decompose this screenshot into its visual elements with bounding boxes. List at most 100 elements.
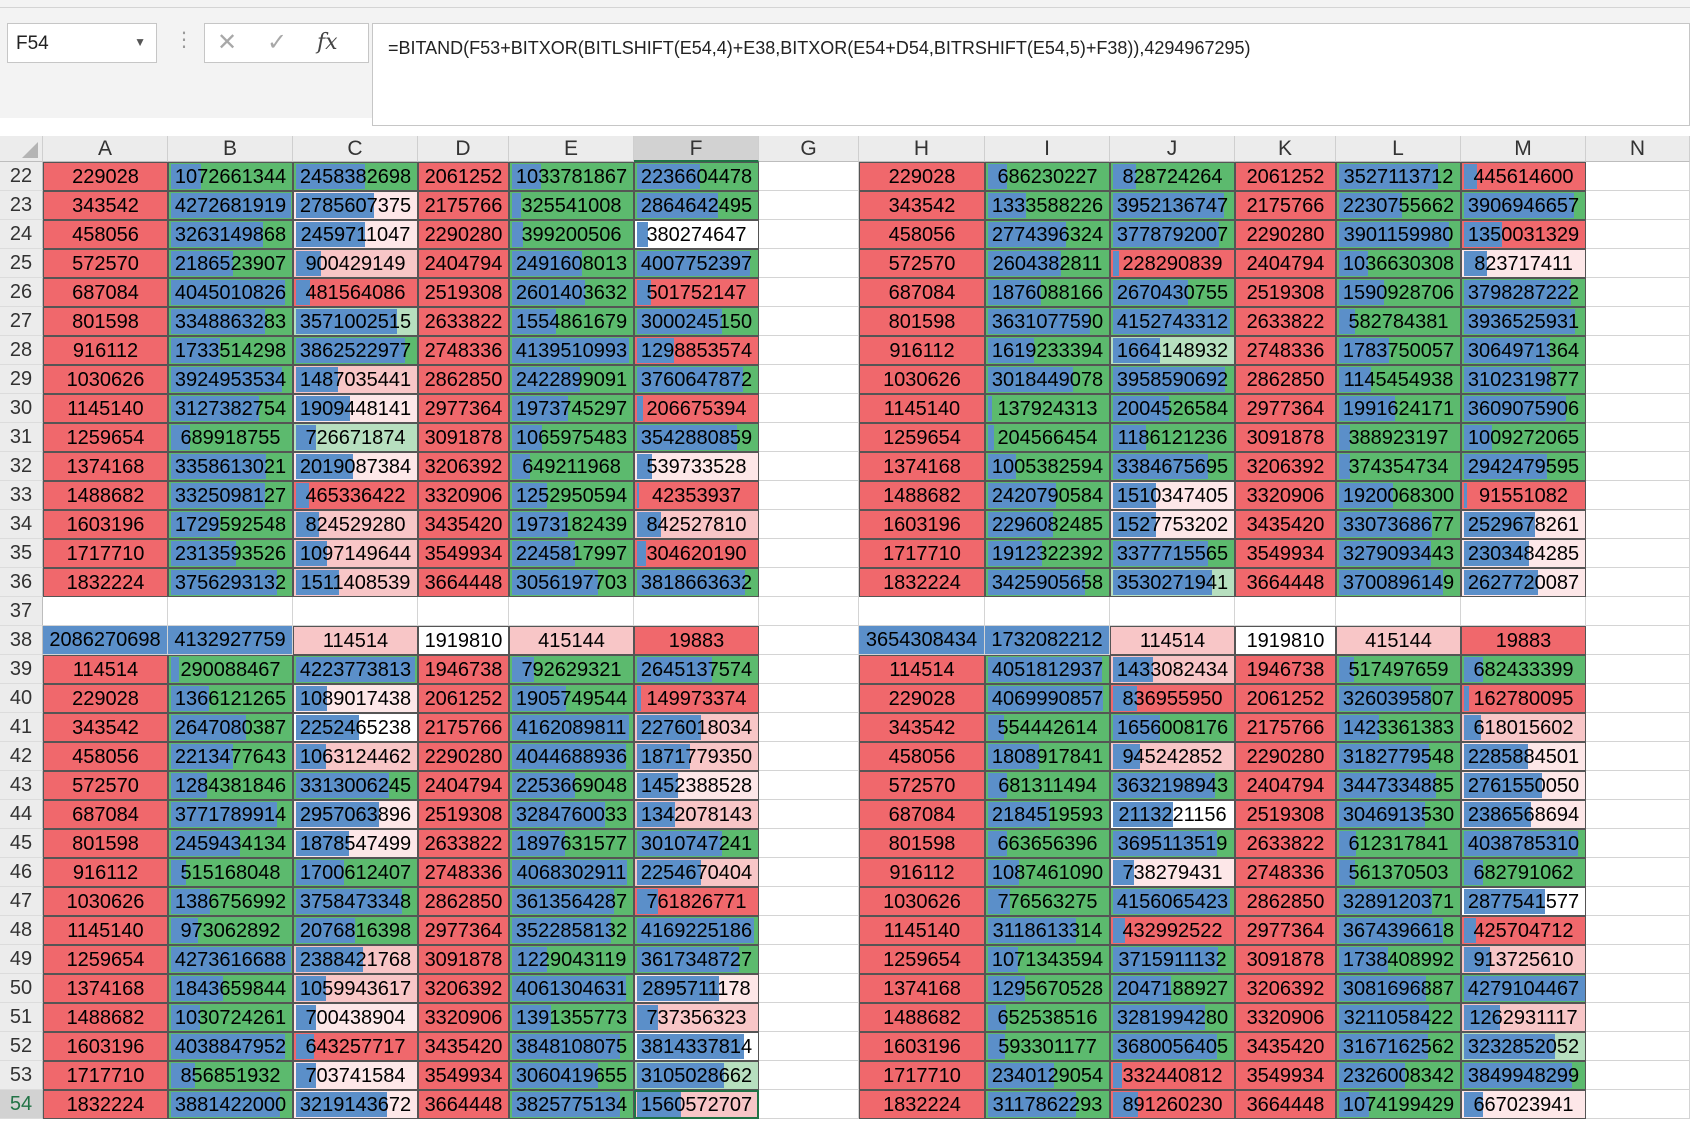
- cell-m33[interactable]: 91551082: [1461, 481, 1586, 510]
- cell-b24[interactable]: 3263149868: [168, 220, 293, 249]
- cell-k23[interactable]: 2175766: [1235, 191, 1336, 220]
- cell-d52[interactable]: 3435420: [418, 1032, 509, 1061]
- cell-c25[interactable]: 900429149: [293, 249, 418, 278]
- cell-n39[interactable]: [1586, 655, 1690, 684]
- cell-j49[interactable]: 3715911132: [1110, 945, 1235, 974]
- cell-g34[interactable]: [759, 510, 859, 539]
- cell-a54[interactable]: 1832224: [43, 1090, 168, 1119]
- cell-g26[interactable]: [759, 278, 859, 307]
- cell-d40[interactable]: 2061252: [418, 684, 509, 713]
- cell-l48[interactable]: 3674396618: [1336, 916, 1461, 945]
- cell-e45[interactable]: 1897631577: [509, 829, 634, 858]
- row-header-43[interactable]: 43: [0, 771, 43, 800]
- cell-b41[interactable]: 2647080387: [168, 713, 293, 742]
- cell-n28[interactable]: [1586, 336, 1690, 365]
- cell-a38[interactable]: 2086270698: [43, 626, 168, 655]
- cell-l34[interactable]: 3307368677: [1336, 510, 1461, 539]
- row-header-47[interactable]: 47: [0, 887, 43, 916]
- cell-g42[interactable]: [759, 742, 859, 771]
- cell-b27[interactable]: 3348863283: [168, 307, 293, 336]
- cell-i30[interactable]: 137924313: [985, 394, 1110, 423]
- cell-a35[interactable]: 1717710: [43, 539, 168, 568]
- cell-a43[interactable]: 572570: [43, 771, 168, 800]
- cell-n54[interactable]: [1586, 1090, 1690, 1119]
- cell-f38[interactable]: 19883: [634, 626, 759, 655]
- cell-j27[interactable]: 4152743312: [1110, 307, 1235, 336]
- cell-g48[interactable]: [759, 916, 859, 945]
- cell-g41[interactable]: [759, 713, 859, 742]
- row-header-27[interactable]: 27: [0, 307, 43, 336]
- cell-d42[interactable]: 2290280: [418, 742, 509, 771]
- row-header-22[interactable]: 22: [0, 162, 43, 191]
- cell-f37[interactable]: [634, 597, 759, 626]
- cell-a47[interactable]: 1030626: [43, 887, 168, 916]
- cell-g36[interactable]: [759, 568, 859, 597]
- cell-j37[interactable]: [1110, 597, 1235, 626]
- cell-m42[interactable]: 2285884501: [1461, 742, 1586, 771]
- cell-h43[interactable]: 572570: [859, 771, 985, 800]
- cell-f42[interactable]: 1871779350: [634, 742, 759, 771]
- cell-a24[interactable]: 458056: [43, 220, 168, 249]
- cell-b30[interactable]: 3127382754: [168, 394, 293, 423]
- cell-h48[interactable]: 1145140: [859, 916, 985, 945]
- cell-j36[interactable]: 3530271941: [1110, 568, 1235, 597]
- cell-g53[interactable]: [759, 1061, 859, 1090]
- cell-e30[interactable]: 1973745297: [509, 394, 634, 423]
- cell-g35[interactable]: [759, 539, 859, 568]
- cell-a44[interactable]: 687084: [43, 800, 168, 829]
- cell-d41[interactable]: 2175766: [418, 713, 509, 742]
- row-header-39[interactable]: 39: [0, 655, 43, 684]
- cell-l30[interactable]: 1991624171: [1336, 394, 1461, 423]
- row-header-29[interactable]: 29: [0, 365, 43, 394]
- cell-l23[interactable]: 2230755662: [1336, 191, 1461, 220]
- column-header-g[interactable]: G: [759, 136, 859, 162]
- cell-i35[interactable]: 1912322392: [985, 539, 1110, 568]
- cell-i29[interactable]: 3018449078: [985, 365, 1110, 394]
- cell-e22[interactable]: 1033781867: [509, 162, 634, 191]
- cell-n24[interactable]: [1586, 220, 1690, 249]
- cell-b26[interactable]: 4045010826: [168, 278, 293, 307]
- row-header-42[interactable]: 42: [0, 742, 43, 771]
- cell-m45[interactable]: 4038785310: [1461, 829, 1586, 858]
- cell-h38[interactable]: 3654308434: [859, 626, 985, 655]
- column-header-m[interactable]: M: [1461, 136, 1586, 162]
- cell-f26[interactable]: 501752147: [634, 278, 759, 307]
- cell-h28[interactable]: 916112: [859, 336, 985, 365]
- cell-n43[interactable]: [1586, 771, 1690, 800]
- row-header-28[interactable]: 28: [0, 336, 43, 365]
- cell-b50[interactable]: 1843659844: [168, 974, 293, 1003]
- cell-m26[interactable]: 3798287222: [1461, 278, 1586, 307]
- row-header-50[interactable]: 50: [0, 974, 43, 1003]
- cell-k29[interactable]: 2862850: [1235, 365, 1336, 394]
- cell-g52[interactable]: [759, 1032, 859, 1061]
- cell-j47[interactable]: 4156065423: [1110, 887, 1235, 916]
- cell-k43[interactable]: 2404794: [1235, 771, 1336, 800]
- more-options-icon[interactable]: ⋮: [174, 29, 194, 51]
- cell-c43[interactable]: 3313006245: [293, 771, 418, 800]
- cell-b54[interactable]: 3881422000: [168, 1090, 293, 1119]
- cell-f52[interactable]: 3814337814: [634, 1032, 759, 1061]
- column-header-h[interactable]: H: [859, 136, 985, 162]
- cell-c45[interactable]: 1878547499: [293, 829, 418, 858]
- cell-i31[interactable]: 204566454: [985, 423, 1110, 452]
- cell-m27[interactable]: 3936525931: [1461, 307, 1586, 336]
- cell-k54[interactable]: 3664448: [1235, 1090, 1336, 1119]
- cell-j45[interactable]: 3695113519: [1110, 829, 1235, 858]
- cell-k42[interactable]: 2290280: [1235, 742, 1336, 771]
- cell-f31[interactable]: 3542880859: [634, 423, 759, 452]
- cell-b43[interactable]: 1284381846: [168, 771, 293, 800]
- cell-i42[interactable]: 1808917841: [985, 742, 1110, 771]
- cell-i40[interactable]: 4069990857: [985, 684, 1110, 713]
- cell-c52[interactable]: 643257717: [293, 1032, 418, 1061]
- cell-d34[interactable]: 3435420: [418, 510, 509, 539]
- row-header-35[interactable]: 35: [0, 539, 43, 568]
- insert-function-icon[interactable]: fx: [317, 30, 338, 55]
- cell-k49[interactable]: 3091878: [1235, 945, 1336, 974]
- cell-a23[interactable]: 343542: [43, 191, 168, 220]
- cell-e27[interactable]: 1554861679: [509, 307, 634, 336]
- cell-f39[interactable]: 2645137574: [634, 655, 759, 684]
- cell-n53[interactable]: [1586, 1061, 1690, 1090]
- cell-i50[interactable]: 1295670528: [985, 974, 1110, 1003]
- cell-l29[interactable]: 1145454938: [1336, 365, 1461, 394]
- cell-c50[interactable]: 1059943617: [293, 974, 418, 1003]
